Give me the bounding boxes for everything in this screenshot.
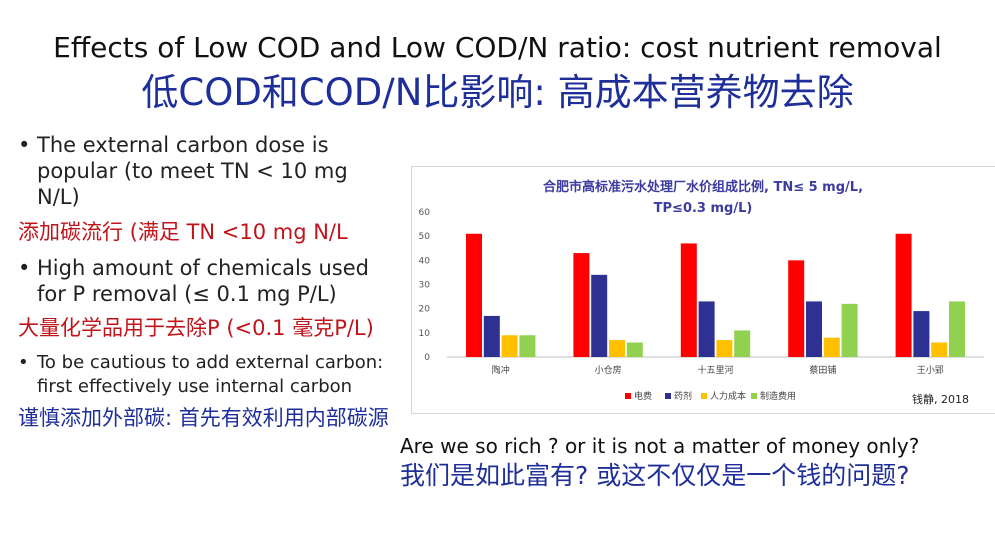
legend-label: 人力成本	[710, 390, 746, 402]
category-label: 小仓房	[595, 364, 622, 376]
bullet-text: To be cautious to add external carbon: f…	[37, 352, 384, 397]
bar-1-1	[591, 274, 608, 357]
left-column: • The external carbon dose is popular (t…	[18, 132, 390, 431]
chart-citation: 钱静, 2018	[912, 393, 969, 406]
bar-2-1	[698, 301, 715, 357]
y-tick-label: 30	[419, 281, 431, 291]
translation-external-carbon: 添加碳流行 (满足 TN <10 mg N/L	[18, 220, 348, 244]
bullet-chemicals: • High amount of chemicals used for P re…	[18, 255, 390, 307]
bar-0-1	[483, 315, 500, 357]
category-label: 陶冲	[492, 364, 510, 376]
bullet-dot: •	[18, 133, 31, 157]
y-tick-label: 40	[419, 256, 431, 266]
translation-chemicals: 大量化学品用于去除P (<0.1 毫克P/L)	[18, 316, 374, 340]
legend-label: 制造费用	[760, 390, 796, 402]
bar-1-2	[609, 340, 625, 357]
translation-cautious: 谨慎添加外部碳: 首先有效利用内部碳源	[18, 406, 389, 430]
question-chinese: 我们是如此富有? 或这不仅仅是一个钱的问题?	[400, 461, 910, 490]
question-english: Are we so rich ? or it is not a matter o…	[400, 434, 920, 458]
category-label: 王小郢	[917, 365, 944, 376]
bullet-text: High amount of chemicals used for P remo…	[37, 256, 369, 306]
bullet-dot: •	[18, 352, 29, 373]
bar-2-3	[734, 330, 751, 357]
bar-4-0	[895, 233, 912, 357]
bar-4-2	[931, 342, 948, 357]
bullet-dot: •	[18, 256, 31, 280]
y-tick-label: 20	[419, 305, 431, 315]
bullet-cautious: • To be cautious to add external carbon:…	[18, 351, 390, 399]
bullet-text: The external carbon dose is popular (to …	[37, 133, 348, 209]
legend-swatch	[751, 393, 757, 399]
y-tick-label: 50	[419, 232, 431, 242]
bar-3-3	[841, 303, 858, 357]
category-label: 十五里河	[697, 364, 733, 376]
bar-2-0	[680, 243, 697, 357]
chart-title-line-1: 合肥市高标准污水处理厂水价组成比例, TN≤ 5 mg/L,	[543, 179, 863, 195]
chart-title-line-2: TP≤0.3 mg/L)	[654, 201, 753, 216]
bar-0-2	[501, 335, 518, 357]
legend-swatch	[701, 393, 707, 399]
legend-swatch	[665, 393, 671, 399]
bar-1-3	[626, 342, 643, 357]
legend-swatch	[625, 393, 631, 399]
bullet-external-carbon: • The external carbon dose is popular (t…	[18, 132, 390, 210]
bar-3-2	[823, 337, 840, 357]
bar-4-1	[913, 311, 930, 357]
bar-3-0	[788, 260, 805, 357]
bar-0-3	[519, 335, 536, 357]
slide-title-chinese: 低COD和COD/N比影响: 高成本营养物去除	[141, 71, 854, 114]
bar-0-0	[466, 233, 482, 357]
bar-4-3	[949, 301, 965, 357]
legend-label: 药剂	[674, 390, 692, 402]
bar-3-1	[806, 301, 822, 357]
y-tick-label: 0	[424, 353, 430, 363]
slide-title-english: Effects of Low COD and Low COD/N ratio: …	[53, 31, 942, 64]
chart-svg: 合肥市高标准污水处理厂水价组成比例, TN≤ 5 mg/L, TP≤0.3 mg/…	[419, 179, 984, 402]
cost-composition-chart: 合肥市高标准污水处理厂水价组成比例, TN≤ 5 mg/L, TP≤0.3 mg/…	[411, 166, 995, 414]
y-tick-label: 60	[419, 208, 431, 218]
legend-label: 电费	[634, 390, 652, 402]
bar-1-0	[573, 253, 590, 357]
bar-2-2	[716, 340, 733, 357]
y-tick-label: 10	[419, 329, 431, 339]
category-label: 蔡田铺	[809, 364, 836, 376]
